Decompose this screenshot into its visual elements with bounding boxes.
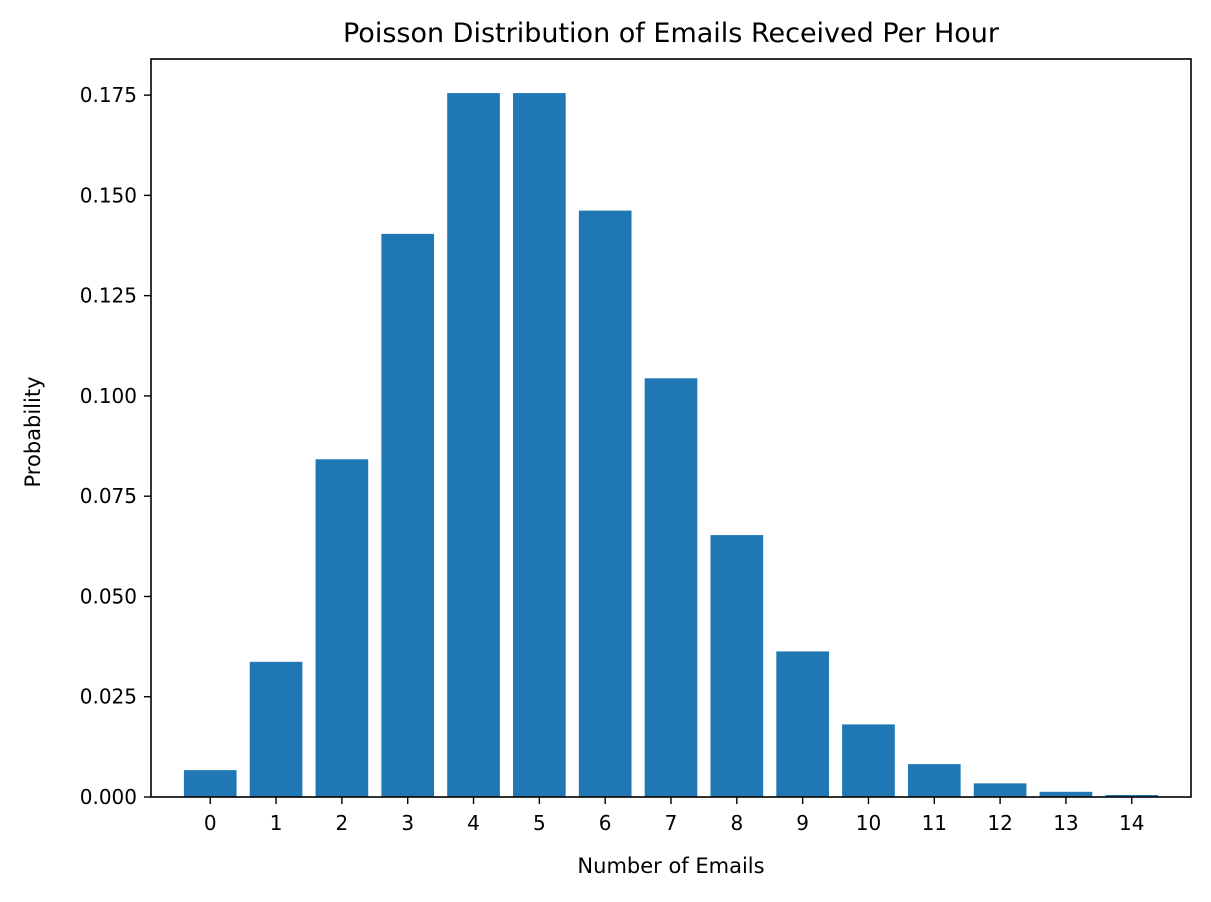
x-tick-label: 5: [533, 811, 546, 835]
y-tick-label: 0.100: [80, 384, 137, 408]
x-tick-label: 13: [1053, 811, 1078, 835]
y-tick-label: 0.150: [80, 183, 137, 207]
plot-frame: [150, 58, 1192, 798]
y-tick-label: 0.175: [80, 83, 137, 107]
x-tick-label: 14: [1119, 811, 1144, 835]
bar-12: [973, 783, 1027, 797]
x-axis-ticks: 0 1 2 3 4 5 6 7 8 9 10 11 12 13 14: [204, 797, 1144, 835]
bar-1: [249, 661, 303, 797]
x-tick-label: 9: [796, 811, 809, 835]
x-tick-label: 11: [922, 811, 947, 835]
x-tick-label: 8: [730, 811, 743, 835]
y-axis-label: Probability: [21, 376, 45, 487]
y-tick-label: 0.050: [80, 584, 137, 608]
bar-3: [381, 233, 435, 797]
bar-6: [578, 210, 632, 798]
x-tick-label: 7: [665, 811, 678, 835]
bar-4: [447, 93, 500, 798]
bar-11: [907, 764, 961, 797]
bars-group: [183, 93, 1159, 798]
bar-0: [183, 770, 237, 797]
x-tick-label: 10: [856, 811, 881, 835]
bar-9: [776, 651, 829, 797]
bar-7: [644, 378, 698, 797]
x-tick-label: 2: [336, 811, 349, 835]
bar-14: [1105, 794, 1159, 797]
bar-5: [513, 93, 566, 798]
x-axis-label: Number of Emails: [577, 854, 764, 878]
y-tick-label: 0.075: [80, 484, 137, 508]
x-tick-label: 12: [987, 811, 1012, 835]
bar-10: [842, 724, 895, 797]
bar-13: [1039, 791, 1093, 797]
y-tick-label: 0.125: [80, 284, 137, 308]
x-tick-label: 4: [467, 811, 480, 835]
y-axis-ticks: 0.000 0.025 0.050 0.075 0.100 0.125 0.150 0.175: [80, 83, 151, 809]
y-tick-label: 0.000: [80, 785, 137, 809]
x-tick-label: 6: [599, 811, 612, 835]
bar-2: [315, 459, 369, 797]
x-tick-label: 0: [204, 811, 217, 835]
x-tick-label: 1: [270, 811, 283, 835]
y-tick-label: 0.025: [80, 685, 137, 709]
bar-8: [710, 535, 764, 797]
chart-title: Poisson Distribution of Emails Received …: [343, 18, 1000, 49]
x-tick-label: 3: [401, 811, 414, 835]
